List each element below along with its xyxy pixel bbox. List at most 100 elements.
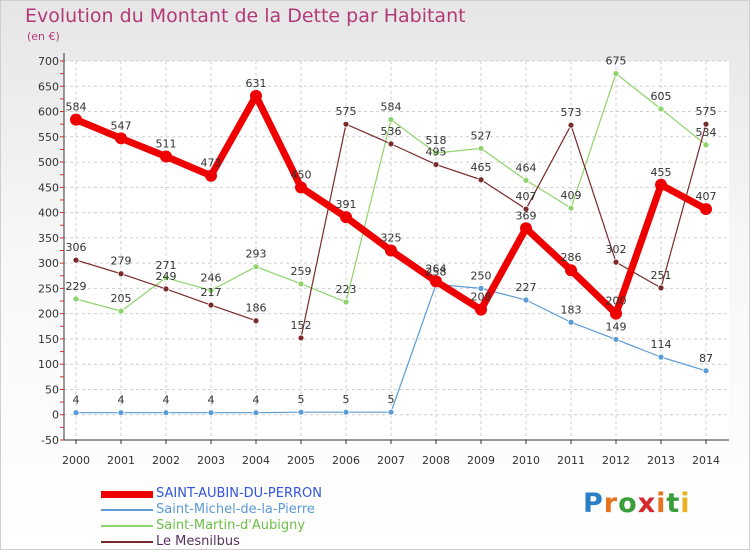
data-label: 293 <box>246 248 267 261</box>
x-tick-label: 2007 <box>377 454 405 467</box>
data-label: 205 <box>111 292 132 305</box>
x-tick-label: 2009 <box>467 454 495 467</box>
data-label: 584 <box>66 101 87 114</box>
series-line <box>300 123 707 339</box>
data-point <box>612 70 620 78</box>
data-point <box>342 298 350 306</box>
data-point <box>565 264 577 277</box>
data-label: 527 <box>471 129 492 142</box>
data-label: 5 <box>343 393 350 406</box>
data-label: 264 <box>426 262 447 275</box>
data-label: 409 <box>561 189 582 202</box>
data-label: 302 <box>606 243 627 256</box>
legend-label: Le Mesnilbus <box>156 534 240 549</box>
data-point <box>477 284 485 292</box>
data-point <box>340 211 352 224</box>
x-tick-label: 2008 <box>422 454 450 467</box>
logo-letter: t <box>666 488 681 519</box>
data-point <box>252 263 260 271</box>
data-label: 183 <box>561 303 582 316</box>
y-tick-label: 200 <box>38 308 59 321</box>
y-tick-label: 350 <box>38 232 59 245</box>
legend-swatch <box>101 525 153 527</box>
legend-swatch <box>101 490 153 498</box>
data-label: 511 <box>156 138 177 151</box>
data-label: 575 <box>336 105 357 118</box>
data-label: 536 <box>381 125 402 138</box>
y-tick-label: 150 <box>38 333 59 346</box>
data-label: 547 <box>111 119 132 132</box>
data-label: 246 <box>201 271 222 284</box>
legend-swatch <box>101 509 153 511</box>
data-label: 605 <box>651 90 672 103</box>
y-tick-label: 100 <box>38 358 59 371</box>
data-label: 249 <box>156 270 177 283</box>
data-point <box>252 317 260 325</box>
data-label: 573 <box>561 106 582 119</box>
x-tick-label: 2003 <box>197 454 225 467</box>
data-point <box>520 222 532 235</box>
data-point <box>657 284 665 292</box>
data-label: 4 <box>208 394 215 407</box>
logo-letter: P <box>583 488 604 519</box>
data-label: 186 <box>246 302 267 315</box>
data-label: 495 <box>426 146 447 159</box>
data-point <box>297 334 305 342</box>
data-point <box>207 287 215 294</box>
data-point <box>522 176 530 184</box>
data-label: 223 <box>336 283 357 296</box>
data-point <box>342 408 350 416</box>
data-label: 455 <box>651 166 672 179</box>
data-label: 407 <box>516 190 537 203</box>
data-label: 518 <box>426 134 447 147</box>
x-tick-label: 2010 <box>512 454 540 467</box>
data-point <box>612 258 620 266</box>
data-point <box>342 120 350 128</box>
y-tick-label: 650 <box>38 80 59 93</box>
data-label: 229 <box>66 280 87 293</box>
data-label: 575 <box>696 105 717 118</box>
data-label: 465 <box>471 161 492 174</box>
data-point <box>657 105 665 113</box>
data-point <box>655 178 667 191</box>
data-label: 631 <box>246 77 267 90</box>
data-point <box>250 89 262 102</box>
logo-letter: x <box>637 488 657 519</box>
data-label: 369 <box>516 209 537 222</box>
x-tick-label: 2012 <box>602 454 630 467</box>
data-point <box>700 203 712 216</box>
data-label: 250 <box>471 269 492 282</box>
data-point <box>297 280 305 288</box>
data-label: 391 <box>336 198 357 211</box>
data-point <box>702 141 710 149</box>
data-label: 325 <box>381 232 402 245</box>
y-tick-label: 550 <box>38 131 59 144</box>
legend-item: Le Mesnilbus <box>101 534 401 549</box>
x-tick-label: 2000 <box>62 454 90 467</box>
data-point <box>387 140 395 148</box>
legend-item: Saint-Michel-de-la-Pierre <box>101 502 401 518</box>
data-label: 464 <box>516 161 537 174</box>
legend-item: Saint-Martin-d'Aubigny <box>101 518 401 534</box>
data-label: 217 <box>201 286 222 299</box>
logo-letter: i <box>656 488 667 519</box>
data-label: 5 <box>388 393 395 406</box>
x-tick-label: 2001 <box>107 454 135 467</box>
chart-unit-label: (en €) <box>27 30 60 43</box>
data-point <box>205 169 217 182</box>
data-point <box>522 296 530 304</box>
data-label: 4 <box>73 394 80 407</box>
data-point <box>70 113 82 126</box>
y-tick-label: 0 <box>52 409 59 422</box>
data-label: 407 <box>696 190 717 203</box>
data-point <box>72 295 80 303</box>
data-point <box>612 336 620 343</box>
logo-letter: r <box>603 488 619 519</box>
data-point <box>160 150 172 163</box>
data-point <box>162 274 170 282</box>
x-tick-label: 2014 <box>692 454 720 467</box>
legend-item: SAINT-AUBIN-DU-PERRON <box>101 486 401 502</box>
data-label: 4 <box>118 394 125 407</box>
